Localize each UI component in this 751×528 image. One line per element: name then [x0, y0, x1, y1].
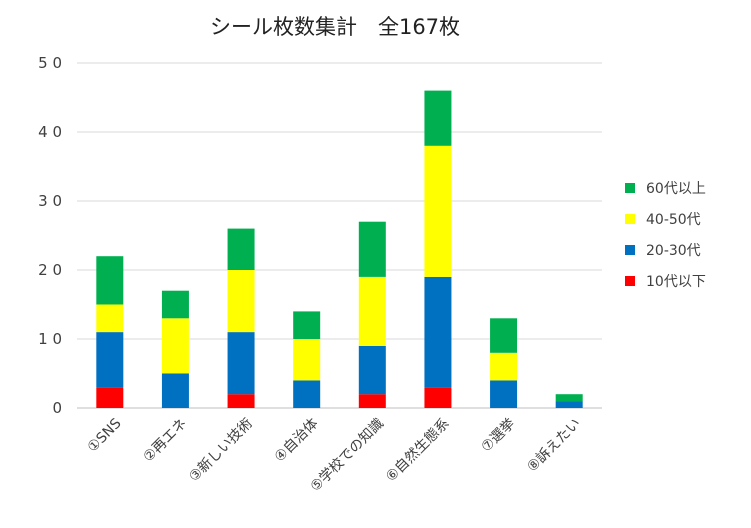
bar-segment	[96, 332, 124, 388]
legend-label: 10代以下	[646, 274, 706, 290]
bar-segment	[490, 318, 518, 353]
bars	[96, 90, 583, 408]
y-tick-label: 3 0	[38, 192, 62, 210]
bar-segment	[424, 90, 452, 146]
x-tick-label: ②再エネ	[140, 416, 190, 466]
bar-segment	[227, 394, 255, 408]
gridlines	[77, 62, 602, 409]
legend-swatch	[625, 276, 635, 286]
y-axis-ticks: 0 1 0 2 0 3 0 4 0 5 0	[38, 54, 62, 417]
bar-segment	[293, 339, 321, 381]
legend-swatch	[625, 245, 635, 255]
legend-swatch	[625, 183, 635, 193]
legend-label: 60代以上	[646, 181, 706, 197]
x-tick-label: ①SNS	[84, 415, 124, 455]
bar-segment	[424, 145, 452, 277]
x-tick-label: ⑥自然生態系	[382, 415, 452, 485]
bar-segment	[227, 332, 255, 395]
x-tick-label: ⑦選挙	[478, 416, 518, 456]
y-tick-label: 4 0	[38, 123, 62, 141]
bar-segment	[424, 276, 452, 388]
bar-segment	[424, 387, 452, 408]
bar-segment	[358, 221, 386, 277]
y-tick-label: 2 0	[38, 261, 62, 279]
chart-title: シール枚数集計 全167枚	[210, 15, 460, 39]
bar-segment	[555, 394, 583, 402]
bar-segment	[161, 290, 189, 319]
bar-segment	[293, 380, 321, 408]
bar-segment	[555, 401, 583, 408]
bar-segment	[293, 311, 321, 339]
y-tick-label: 5 0	[38, 54, 62, 72]
bar-segment	[358, 394, 386, 408]
bar-segment	[227, 270, 255, 333]
bar-segment	[161, 373, 189, 408]
bar-segment	[490, 352, 518, 381]
bar-segment	[227, 228, 255, 270]
legend: 60代以上 40-50代 20-30代 10代以下	[625, 181, 706, 290]
x-tick-label: ⑧訴えたい	[524, 416, 584, 476]
legend-swatch	[625, 214, 635, 224]
x-tick-label: ③新しい技術	[186, 416, 256, 486]
bar-segment	[96, 256, 124, 305]
x-tick-label: ④自治体	[272, 416, 322, 466]
legend-label: 20-30代	[646, 243, 701, 259]
y-tick-label: 0	[52, 399, 62, 417]
y-tick-label: 1 0	[38, 330, 62, 348]
bar-segment	[161, 318, 189, 374]
bar-segment	[96, 387, 124, 408]
bar-segment	[358, 345, 386, 395]
bar-segment	[490, 380, 518, 408]
bar-segment	[96, 304, 124, 333]
bar-segment	[358, 276, 386, 346]
legend-label: 40-50代	[646, 212, 701, 228]
